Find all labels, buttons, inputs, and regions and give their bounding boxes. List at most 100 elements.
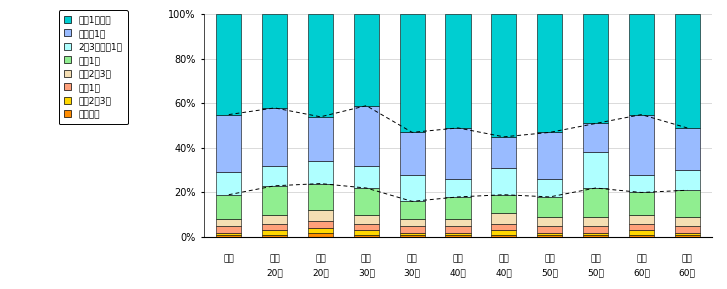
Bar [583,123,608,152]
Text: 30代: 30代 [403,268,421,277]
Bar [216,235,241,237]
Bar [629,114,654,175]
Bar [537,179,562,197]
Text: 20代: 20代 [266,268,283,277]
Bar [491,168,516,195]
Bar [308,161,333,184]
Bar [675,226,700,233]
Text: 女性: 女性 [682,255,693,264]
Text: 男性: 男性 [361,255,371,264]
Bar [583,217,608,226]
Text: 女性: 女性 [407,255,417,264]
Bar [583,226,608,233]
Text: 60代: 60代 [633,268,650,277]
Bar [446,14,470,128]
Bar [629,175,654,192]
Bar [629,224,654,230]
Text: 60代: 60代 [679,268,696,277]
Bar [308,117,333,161]
Bar [446,235,470,237]
Bar [491,235,516,237]
Bar [262,230,287,235]
Text: 40代: 40代 [449,268,467,277]
Bar [354,224,379,230]
Bar [400,219,425,226]
Bar [446,197,470,219]
Bar [308,210,333,221]
Bar [216,114,241,173]
Bar [262,186,287,215]
Bar [216,233,241,235]
Bar [583,152,608,188]
Bar [675,14,700,128]
Bar [491,224,516,230]
Bar [308,228,333,233]
Bar [583,188,608,217]
Bar [491,195,516,212]
Bar [354,106,379,166]
Bar [400,233,425,235]
Bar [262,108,287,166]
Bar [446,219,470,226]
Bar [583,235,608,237]
Bar [354,230,379,235]
Bar [216,226,241,233]
Bar [216,195,241,219]
Text: 男性: 男性 [269,255,280,264]
Bar [354,14,379,106]
Bar [537,235,562,237]
Bar [583,233,608,235]
Bar [354,166,379,188]
Bar [675,128,700,170]
Bar [354,235,379,237]
Bar [446,226,470,233]
Text: 女性: 女性 [590,255,601,264]
Legend: 年に1回以下, 半年に1回, 2～3カ月に1回, 月に1回, 月に2～3回, 週に1回, 週に2～3回, ほぼ毎日: 年に1回以下, 半年に1回, 2～3カ月に1回, 月に1回, 月に2～3回, 週… [59,10,128,125]
Bar [308,14,333,117]
Text: 男性: 男性 [453,255,463,264]
Bar [446,233,470,235]
Bar [629,215,654,224]
Bar [216,173,241,195]
Bar [537,197,562,217]
Bar [537,132,562,179]
Bar [491,137,516,168]
Bar [675,190,700,217]
Bar [400,226,425,233]
Bar [216,219,241,226]
Bar [400,201,425,219]
Bar [308,233,333,237]
Bar [629,14,654,114]
Text: 50代: 50代 [542,268,558,277]
Bar [583,14,608,123]
Bar [537,14,562,132]
Text: 40代: 40代 [496,268,513,277]
Bar [446,128,470,179]
Bar [262,235,287,237]
Bar [491,14,516,137]
Text: 30代: 30代 [358,268,374,277]
Bar [675,235,700,237]
Bar [400,175,425,201]
Bar [354,215,379,224]
Bar [675,233,700,235]
Bar [491,230,516,235]
Bar [354,188,379,215]
Text: 20代: 20代 [312,268,329,277]
Bar [537,233,562,235]
Bar [491,212,516,224]
Bar [400,235,425,237]
Bar [675,217,700,226]
Bar [262,215,287,224]
Bar [675,170,700,190]
Text: 男性: 男性 [545,255,555,264]
Bar [537,226,562,233]
Bar [308,184,333,210]
Bar [446,179,470,197]
Bar [400,132,425,175]
Bar [262,14,287,108]
Text: 全体: 全体 [223,255,234,264]
Bar [400,14,425,132]
Bar [262,224,287,230]
Bar [629,230,654,235]
